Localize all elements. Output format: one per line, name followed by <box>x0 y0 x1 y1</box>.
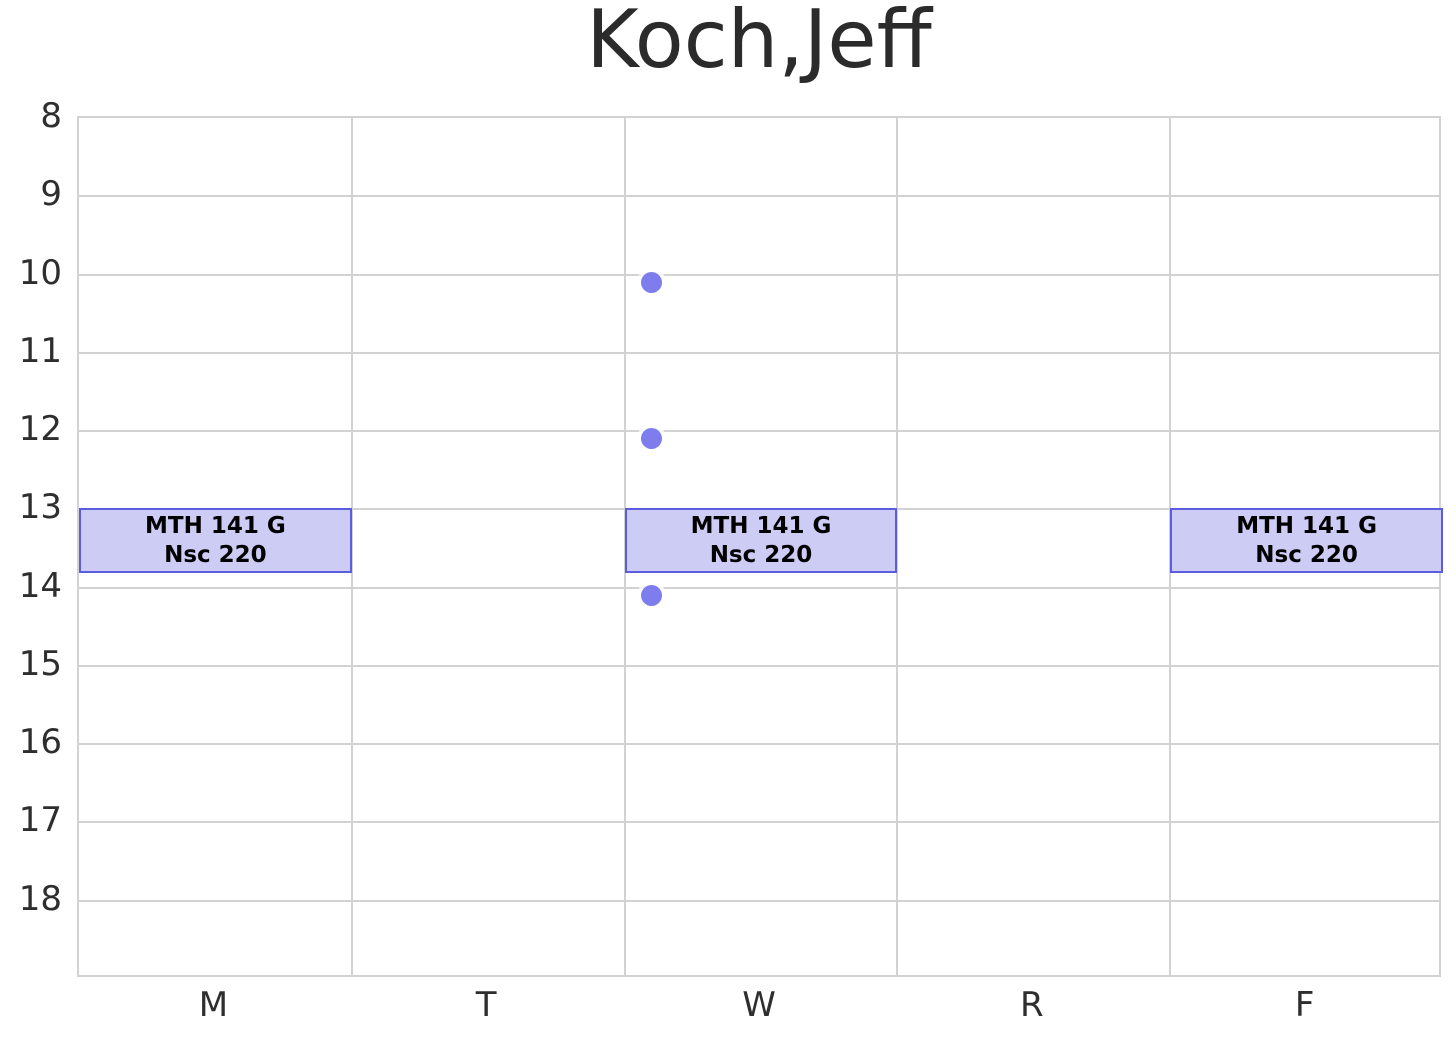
y-tick-label-11: 11 <box>18 330 62 371</box>
horizontal-gridline-16 <box>79 743 1439 746</box>
x-tick-label-M: M <box>198 985 229 1025</box>
y-tick-label-8: 8 <box>40 96 62 136</box>
x-tick-label-T: T <box>475 985 497 1025</box>
y-tick-label-10: 10 <box>18 252 62 293</box>
event-box-W: MTH 141 G Nsc 220 <box>624 508 898 573</box>
x-tick-label-W: W <box>742 985 776 1025</box>
y-tick-label-13: 13 <box>18 487 62 528</box>
event-label-line2: Nsc 220 <box>1255 541 1358 568</box>
event-box-M: MTH 141 G Nsc 220 <box>79 508 352 573</box>
horizontal-gridline-12 <box>79 430 1439 433</box>
event-label-line1: MTH 141 G <box>1236 512 1377 539</box>
event-box-F: MTH 141 G Nsc 220 <box>1170 508 1443 573</box>
horizontal-gridline-14 <box>79 586 1439 589</box>
schedule-dot-W-10.1 <box>641 271 663 293</box>
horizontal-gridline-11 <box>79 351 1439 354</box>
event-label-line1: MTH 141 G <box>145 512 286 539</box>
x-tick-label-R: R <box>1019 985 1044 1025</box>
y-tick-label-12: 12 <box>18 409 62 450</box>
y-tick-label-18: 18 <box>18 878 62 919</box>
horizontal-gridline-15 <box>79 664 1439 667</box>
horizontal-gridline-18 <box>79 899 1439 902</box>
event-label-line2: Nsc 220 <box>709 541 813 568</box>
horizontal-gridline-9 <box>79 195 1439 198</box>
horizontal-gridline-10 <box>79 273 1439 276</box>
vertical-gridline-1 <box>350 118 353 975</box>
y-tick-label-16: 16 <box>18 722 62 763</box>
schedule-dot-W-12.1 <box>641 428 663 450</box>
y-tick-label-15: 15 <box>18 643 62 684</box>
y-tick-label-17: 17 <box>18 800 62 841</box>
vertical-gridline-3 <box>896 118 899 975</box>
x-tick-label-F: F <box>1294 985 1315 1025</box>
horizontal-gridline-17 <box>79 821 1439 824</box>
schedule-dot-W-14.1 <box>641 584 663 606</box>
plot-area: MTH 141 G Nsc 220 MTH 141 G Nsc 220 MTH 141 … <box>77 116 1443 977</box>
event-label-line2: Nsc 220 <box>164 541 267 568</box>
y-tick-label-14: 14 <box>18 565 62 606</box>
y-tick-label-9: 9 <box>40 174 62 215</box>
chart-title: Koch,Jeff <box>586 0 932 86</box>
event-label-line1: MTH 141 G <box>690 512 832 539</box>
